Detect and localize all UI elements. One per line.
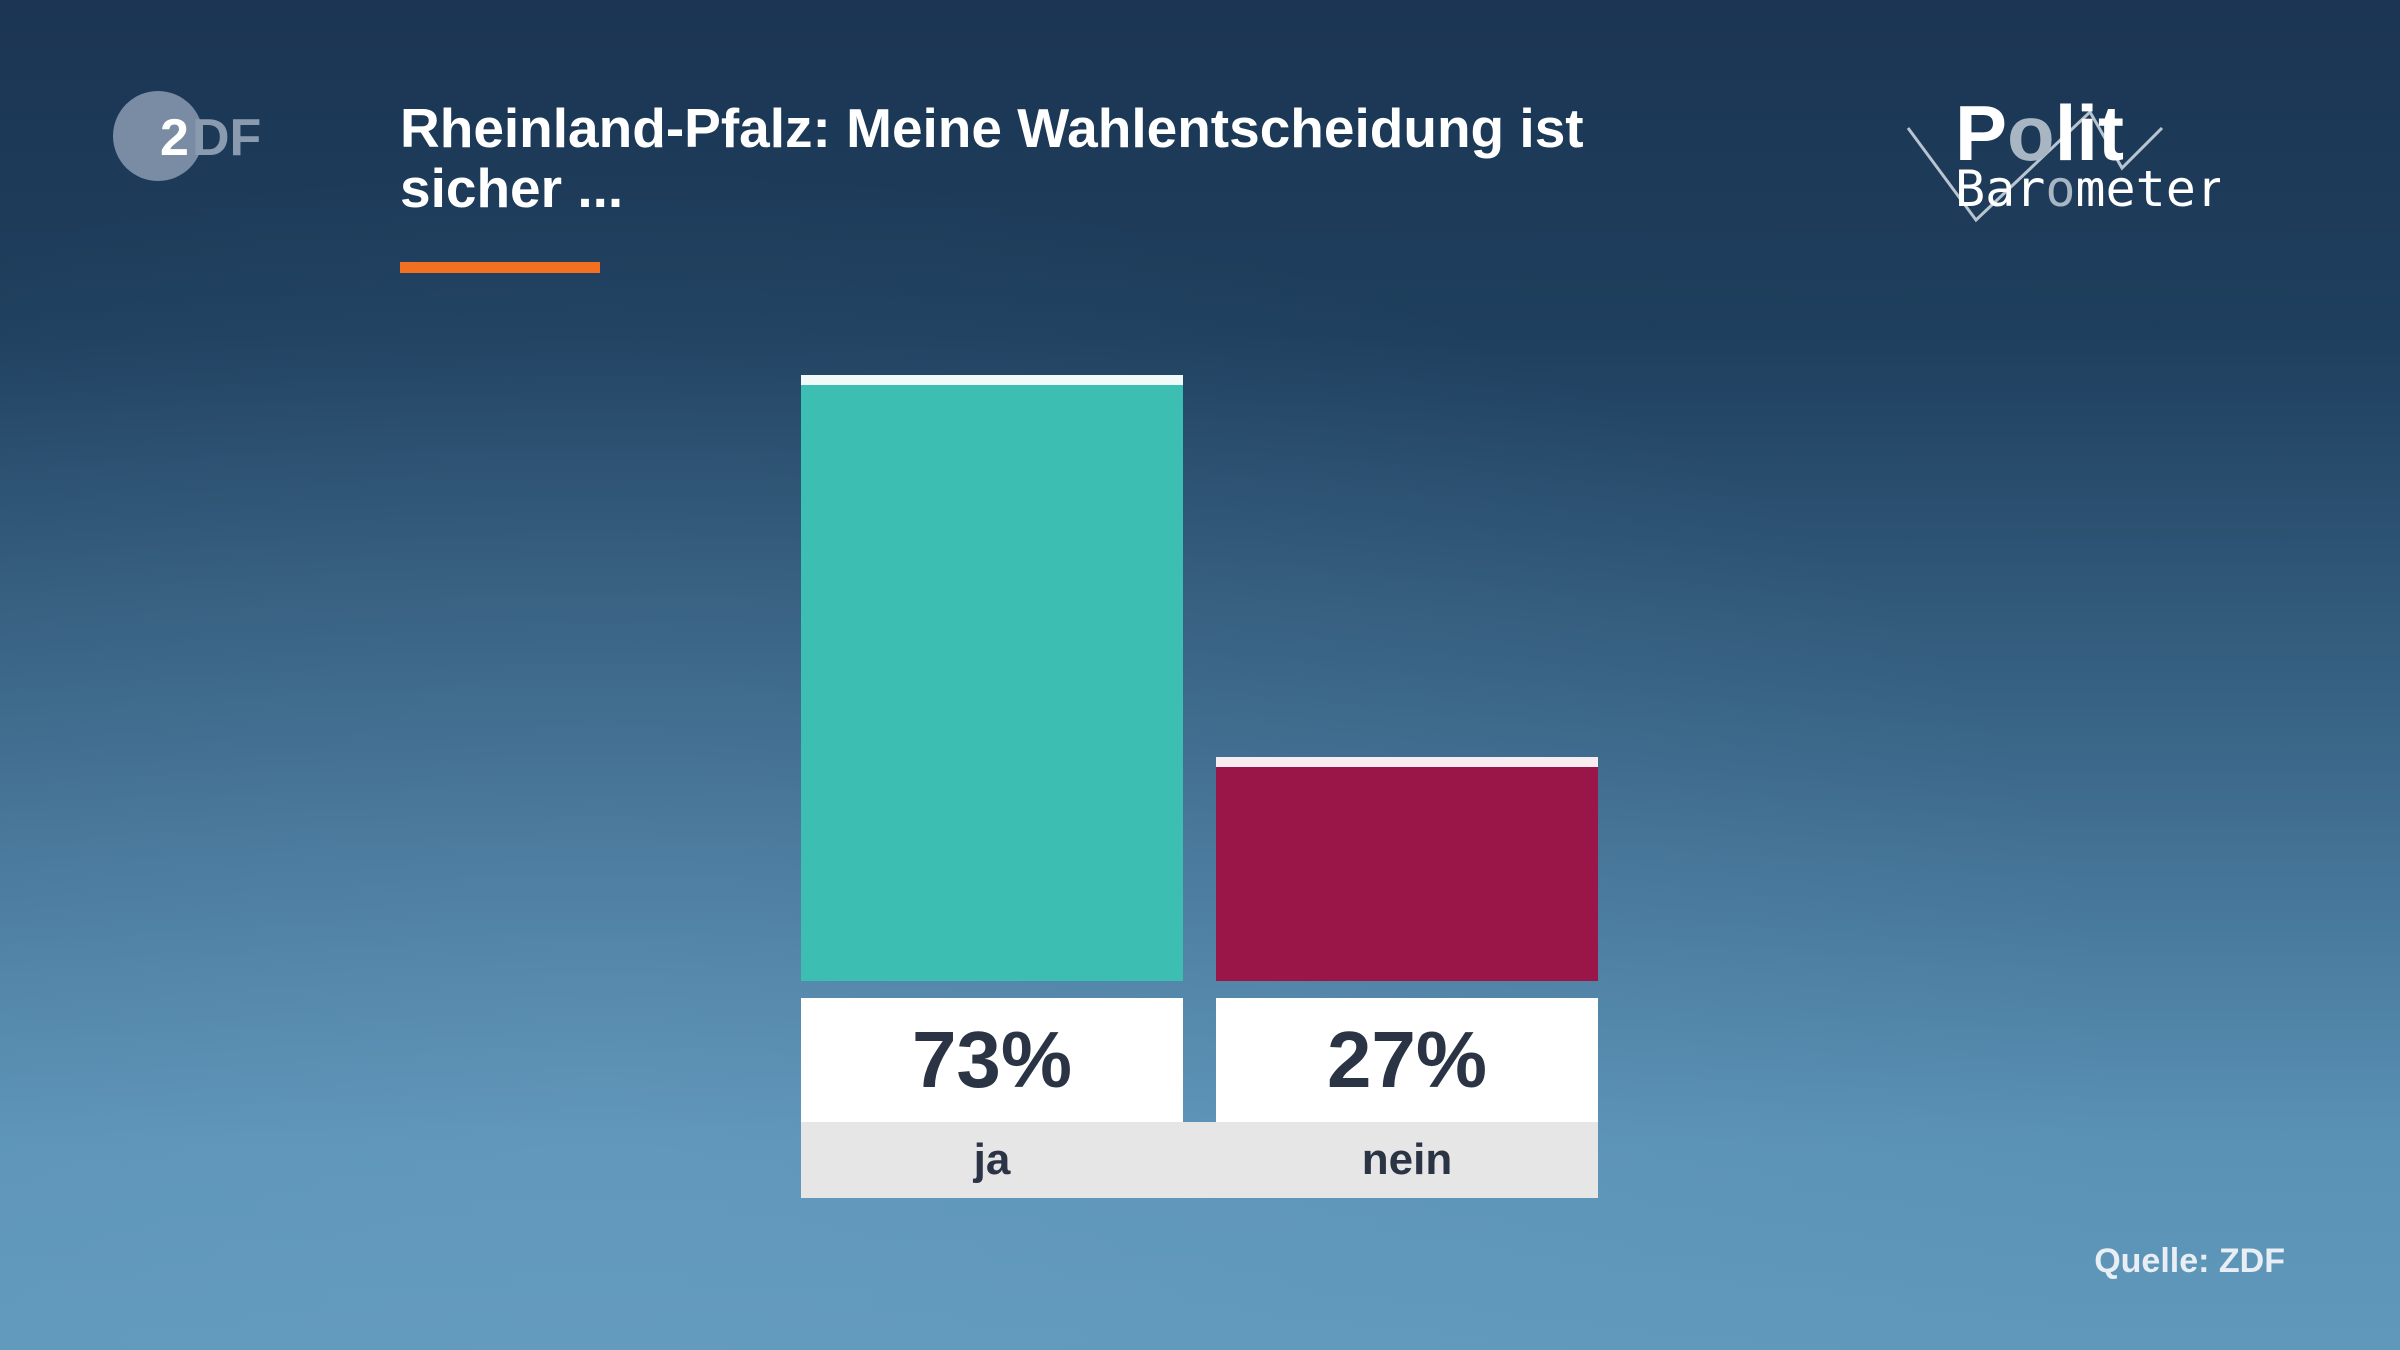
value-label-ja: 73% xyxy=(801,998,1183,1122)
bar-nein xyxy=(1216,756,1598,981)
chart-title: Rheinland-Pfalz: Meine Wahlentscheidung … xyxy=(400,97,1584,219)
svg-text:DF: DF xyxy=(192,109,261,167)
title-accent-bar xyxy=(400,262,600,273)
category-label-row xyxy=(801,1122,1598,1198)
zdf-logo: 2 DF xyxy=(113,91,261,181)
category-label-ja: ja xyxy=(973,1135,1011,1184)
politbarometer-logo: Polit Barometer xyxy=(1906,89,2220,223)
category-label-nein: nein xyxy=(1361,1135,1453,1184)
source-note: Quelle: ZDF xyxy=(2094,1242,2285,1280)
svg-text:2: 2 xyxy=(160,109,189,167)
svg-text:Barometer: Barometer xyxy=(1955,160,2220,218)
svg-text:Polit: Polit xyxy=(1955,89,2124,177)
value-label-nein: 27% xyxy=(1216,998,1598,1122)
bar-ja xyxy=(801,375,1183,981)
